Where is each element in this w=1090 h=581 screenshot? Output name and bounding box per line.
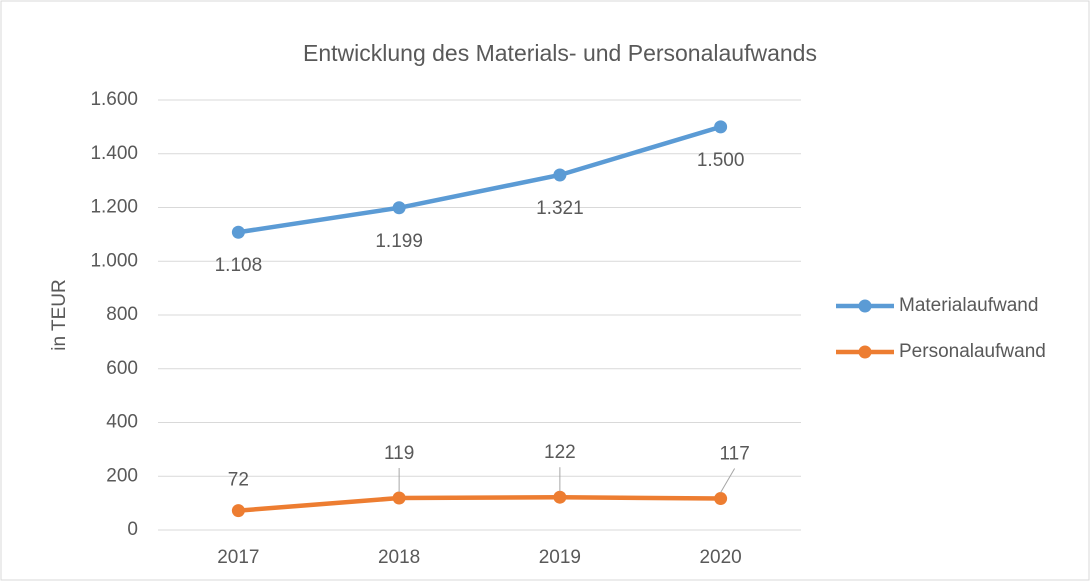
series-line [236, 124, 723, 235]
data-label: 1.500 [697, 150, 745, 171]
point [714, 492, 728, 506]
point [392, 201, 406, 215]
point [392, 491, 406, 505]
x-tick-label: 2019 [539, 547, 581, 568]
data-label: 1.108 [215, 255, 263, 276]
x-tick-label: 2020 [699, 547, 741, 568]
x-tick-label: 2017 [217, 547, 259, 568]
point [553, 490, 567, 504]
y-tick-label: 400 [106, 412, 138, 433]
legend-marker [858, 299, 872, 313]
y-tick-label: 200 [106, 465, 138, 486]
data-label: 117 [719, 444, 749, 465]
data-label: 119 [384, 443, 414, 464]
series-line [236, 494, 723, 513]
y-tick-label: 1.600 [90, 89, 138, 110]
x-tick-label: 2018 [378, 547, 420, 568]
y-tick-label: 0 [127, 519, 138, 540]
y-tick-label: 600 [106, 358, 138, 379]
leader-line [720, 468, 736, 493]
data-label: 122 [544, 442, 576, 463]
y-tick-label: 800 [106, 304, 138, 325]
point [231, 225, 245, 239]
legend-label: Materialaufwand [899, 295, 1038, 316]
point [231, 504, 245, 518]
y-tick-label: 1.200 [90, 197, 138, 218]
data-label: 72 [228, 470, 249, 491]
legend-marker [858, 345, 872, 359]
data-label: 1.321 [536, 198, 584, 219]
data-label: 1.199 [375, 231, 423, 252]
y-axis-label: in TEUR [49, 279, 70, 350]
legend-label: Personalaufwand [899, 341, 1046, 362]
point [714, 120, 728, 134]
point [553, 168, 567, 182]
chart-title: Entwicklung des Materials- und Personala… [303, 40, 817, 66]
y-tick-label: 1.000 [90, 250, 138, 271]
y-tick-label: 1.400 [90, 143, 138, 164]
